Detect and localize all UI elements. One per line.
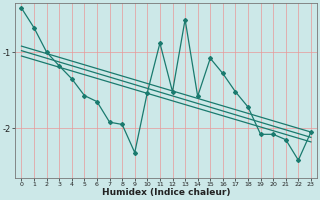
X-axis label: Humidex (Indice chaleur): Humidex (Indice chaleur) — [102, 188, 230, 197]
